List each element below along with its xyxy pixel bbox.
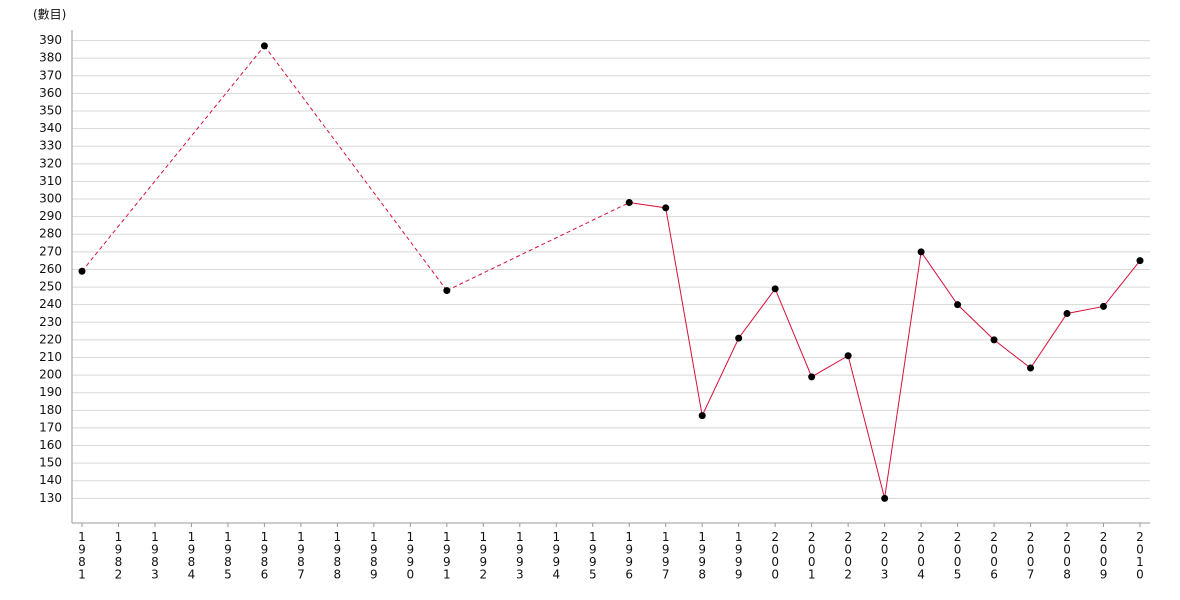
y-tick-label: 220 — [39, 332, 62, 346]
y-tick-label: 360 — [39, 86, 62, 100]
y-tick-label: 130 — [39, 491, 62, 505]
y-tick-label: 270 — [39, 244, 62, 258]
y-tick-label: 300 — [39, 192, 62, 206]
point — [990, 336, 998, 344]
y-tick-label: 190 — [39, 385, 62, 399]
y-tick-label: 310 — [39, 174, 62, 188]
y-tick-label: 340 — [39, 121, 62, 135]
point — [1100, 302, 1108, 310]
y-tick-label: 320 — [39, 156, 62, 170]
point — [808, 373, 816, 381]
y-tick-label: 290 — [39, 209, 62, 223]
point — [917, 248, 925, 256]
y-tick-label: 380 — [39, 51, 62, 65]
y-tick-label: 370 — [39, 68, 62, 82]
y-tick-label: 350 — [39, 103, 62, 117]
point — [443, 287, 451, 295]
gap-connector — [446, 202, 630, 292]
y-tick-label: 140 — [39, 473, 62, 487]
y-tick-label: 160 — [39, 438, 62, 452]
line — [629, 202, 1141, 499]
point — [1136, 257, 1144, 265]
y-tick-label: 230 — [39, 315, 62, 329]
point — [844, 352, 852, 360]
point — [881, 494, 889, 502]
y-tick-label: 250 — [39, 280, 62, 294]
y-tick-label: 180 — [39, 403, 62, 417]
y-tick-label: 150 — [39, 456, 62, 470]
y-axis-label: (數目) — [33, 8, 66, 22]
y-tick-label: 260 — [39, 262, 62, 276]
gap-connector — [81, 45, 265, 272]
point — [1027, 364, 1035, 372]
y-tick-label: 170 — [39, 420, 62, 434]
point — [260, 42, 268, 50]
y-tick-label: 240 — [39, 297, 62, 311]
point — [625, 199, 633, 207]
point — [735, 334, 743, 342]
y-tick-label: 390 — [39, 33, 62, 47]
point — [698, 412, 706, 420]
y-tick-label: 200 — [39, 368, 62, 382]
y-tick-label: 280 — [39, 227, 62, 241]
point — [771, 285, 779, 293]
gap-connector — [264, 45, 448, 291]
point — [1063, 309, 1071, 317]
point — [954, 301, 962, 309]
y-tick-label: 330 — [39, 139, 62, 153]
point — [662, 204, 670, 212]
y-tick-label: 210 — [39, 350, 62, 364]
point — [78, 267, 86, 275]
